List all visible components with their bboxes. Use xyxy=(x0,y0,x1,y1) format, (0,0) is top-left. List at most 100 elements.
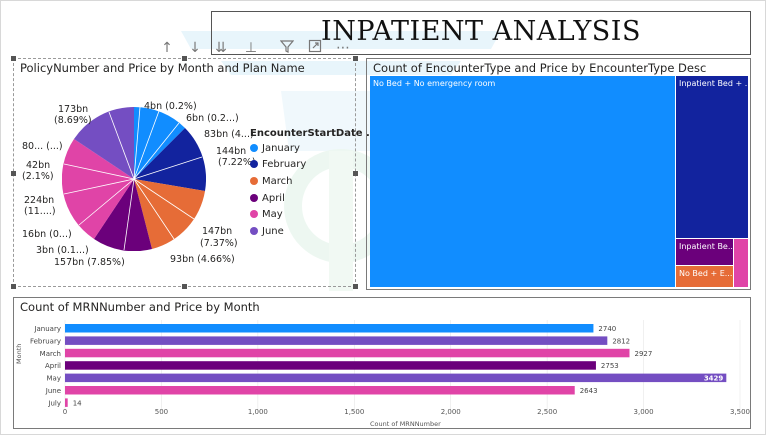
bar-march[interactable] xyxy=(65,348,630,358)
report-title: INPATIENT ANALYSIS xyxy=(321,16,641,47)
treemap-cell[interactable]: No Bed + No emergency room xyxy=(370,76,675,287)
resize-handle[interactable] xyxy=(11,56,16,61)
resize-handle[interactable] xyxy=(353,284,358,289)
filter-icon[interactable] xyxy=(278,39,296,57)
legend-label: May xyxy=(262,209,283,220)
pie-label: (8.69%) xyxy=(54,115,92,126)
category-label: February xyxy=(30,337,61,345)
pie-label: (7.37%) xyxy=(200,238,238,249)
arrow-down-icon[interactable]: ↓ xyxy=(189,40,201,56)
x-tick-label: 3,000 xyxy=(634,408,654,416)
pie-label: 42bn xyxy=(26,160,51,171)
legend-swatch xyxy=(250,194,258,202)
pie-label: 83bn (4...) xyxy=(204,129,254,140)
resize-handle[interactable] xyxy=(11,171,16,176)
treemap-title: Count of EncounterType and Price by Enco… xyxy=(373,61,707,75)
bar-may[interactable] xyxy=(65,373,727,383)
pie-label: 144bn xyxy=(216,146,247,157)
x-tick-label: 2,000 xyxy=(441,408,461,416)
pie-label: 173bn xyxy=(58,104,89,115)
category-label: July xyxy=(47,399,61,407)
legend-item-january[interactable]: January xyxy=(250,143,300,154)
pie-label: 147bn xyxy=(202,226,233,237)
treemap-cell[interactable] xyxy=(734,239,748,287)
x-tick-label: 0 xyxy=(63,408,67,416)
treemap-visual[interactable]: Count of EncounterType and Price by Enco… xyxy=(366,58,751,290)
more-options-icon[interactable]: ⋯ xyxy=(336,40,350,56)
category-label: March xyxy=(40,350,61,358)
pie-chart-visual[interactable]: PolicyNumber and Price by Month and Plan… xyxy=(11,56,377,289)
legend-label: March xyxy=(262,176,293,187)
pie-label: 93bn (4.66%) xyxy=(170,254,235,265)
x-tick-label: 1,000 xyxy=(248,408,268,416)
legend-label: January xyxy=(262,143,300,154)
category-label: April xyxy=(45,362,61,370)
treemap-cell[interactable]: Inpatient Be... xyxy=(676,239,733,265)
pie-chart-title: PolicyNumber and Price by Month and Plan… xyxy=(20,61,305,75)
legend-item-june[interactable]: June xyxy=(250,226,284,237)
treemap-cell[interactable]: No Bed + E... xyxy=(676,266,733,287)
bar-june[interactable] xyxy=(65,386,575,395)
arrow-up-icon[interactable]: ↑ xyxy=(161,40,173,56)
legend-swatch xyxy=(250,227,258,235)
category-label: January xyxy=(33,325,61,333)
pie-slice-march[interactable] xyxy=(134,179,205,249)
pie-slice-january[interactable] xyxy=(134,107,185,179)
legend-item-february[interactable]: February xyxy=(250,159,306,170)
legend-swatch xyxy=(250,160,258,168)
legend-title: EncounterStartDate ... xyxy=(250,128,378,139)
data-label: 2927 xyxy=(634,350,652,358)
x-tick-label: 3,500 xyxy=(730,408,750,416)
bar-chart: 0 500 1,000 1,500 2,000 2,500 3,000 3,500 Januar… xyxy=(30,320,750,416)
bar-chart-visual[interactable]: Count of MRNNumber and Price by Month Mo… xyxy=(13,297,751,429)
pie-label: 224bn xyxy=(24,195,55,206)
pie-slice-february[interactable] xyxy=(134,128,206,191)
pie-label: 80... (...) xyxy=(22,141,63,152)
x-tick-label: 2,500 xyxy=(537,408,557,416)
resize-handle[interactable] xyxy=(182,56,187,61)
legend-swatch xyxy=(250,210,258,218)
resize-handle[interactable] xyxy=(11,284,16,289)
resize-handle[interactable] xyxy=(353,171,358,176)
pie-label: (7.22%) xyxy=(218,157,256,168)
x-tick-label: 500 xyxy=(155,408,168,416)
treemap-cell[interactable]: Inpatient Bed + ... xyxy=(676,76,748,238)
pie-slice-may[interactable] xyxy=(62,139,134,239)
legend-label: April xyxy=(262,193,285,204)
legend-swatch xyxy=(250,177,258,185)
legend-label: June xyxy=(262,226,284,237)
legend-item-march[interactable]: March xyxy=(250,176,292,187)
bar-january[interactable] xyxy=(65,324,594,333)
drill-hierarchy-icon[interactable]: ⊥ xyxy=(244,40,258,56)
data-label: 14 xyxy=(73,399,82,407)
legend-item-april[interactable]: April xyxy=(250,193,285,204)
pie-slice-april[interactable] xyxy=(94,179,152,251)
bar-april[interactable] xyxy=(65,361,596,370)
bar-july[interactable] xyxy=(65,398,68,407)
pie-label: (11....) xyxy=(24,206,56,217)
visual-header-toolbar: ↑ ↓ ⇊ ⊥ ⋯ xyxy=(156,37,361,59)
pie-label: 6bn (0.2...) xyxy=(186,113,239,124)
pie-label: 157bn (7.85%) xyxy=(54,257,125,268)
legend-item-may[interactable]: May xyxy=(250,209,283,220)
focus-mode-icon[interactable] xyxy=(306,39,324,57)
bar-february[interactable] xyxy=(65,336,608,345)
legend-swatch xyxy=(250,144,258,152)
bar-chart-title: Count of MRNNumber and Price by Month xyxy=(20,300,260,314)
double-arrow-down-icon[interactable]: ⇊ xyxy=(215,40,227,56)
resize-handle[interactable] xyxy=(353,56,358,61)
x-axis-title: Count of MRNNumber xyxy=(370,420,441,428)
pie-label: 3bn (0.1...) xyxy=(36,245,89,256)
pie-label: 4bn (0.2%) xyxy=(144,101,197,112)
x-tick-label: 1,500 xyxy=(344,408,364,416)
data-label: 3429 xyxy=(704,375,724,383)
data-label: 2753 xyxy=(601,362,619,370)
resize-handle[interactable] xyxy=(182,284,187,289)
pie-slice-june[interactable] xyxy=(74,107,134,179)
report-title-box: INPATIENT ANALYSIS xyxy=(211,11,751,55)
pie-chart[interactable] xyxy=(62,107,206,251)
pie-label: 16bn (0...) xyxy=(22,229,72,240)
data-label: 2812 xyxy=(612,337,630,345)
legend-label: February xyxy=(262,159,307,170)
